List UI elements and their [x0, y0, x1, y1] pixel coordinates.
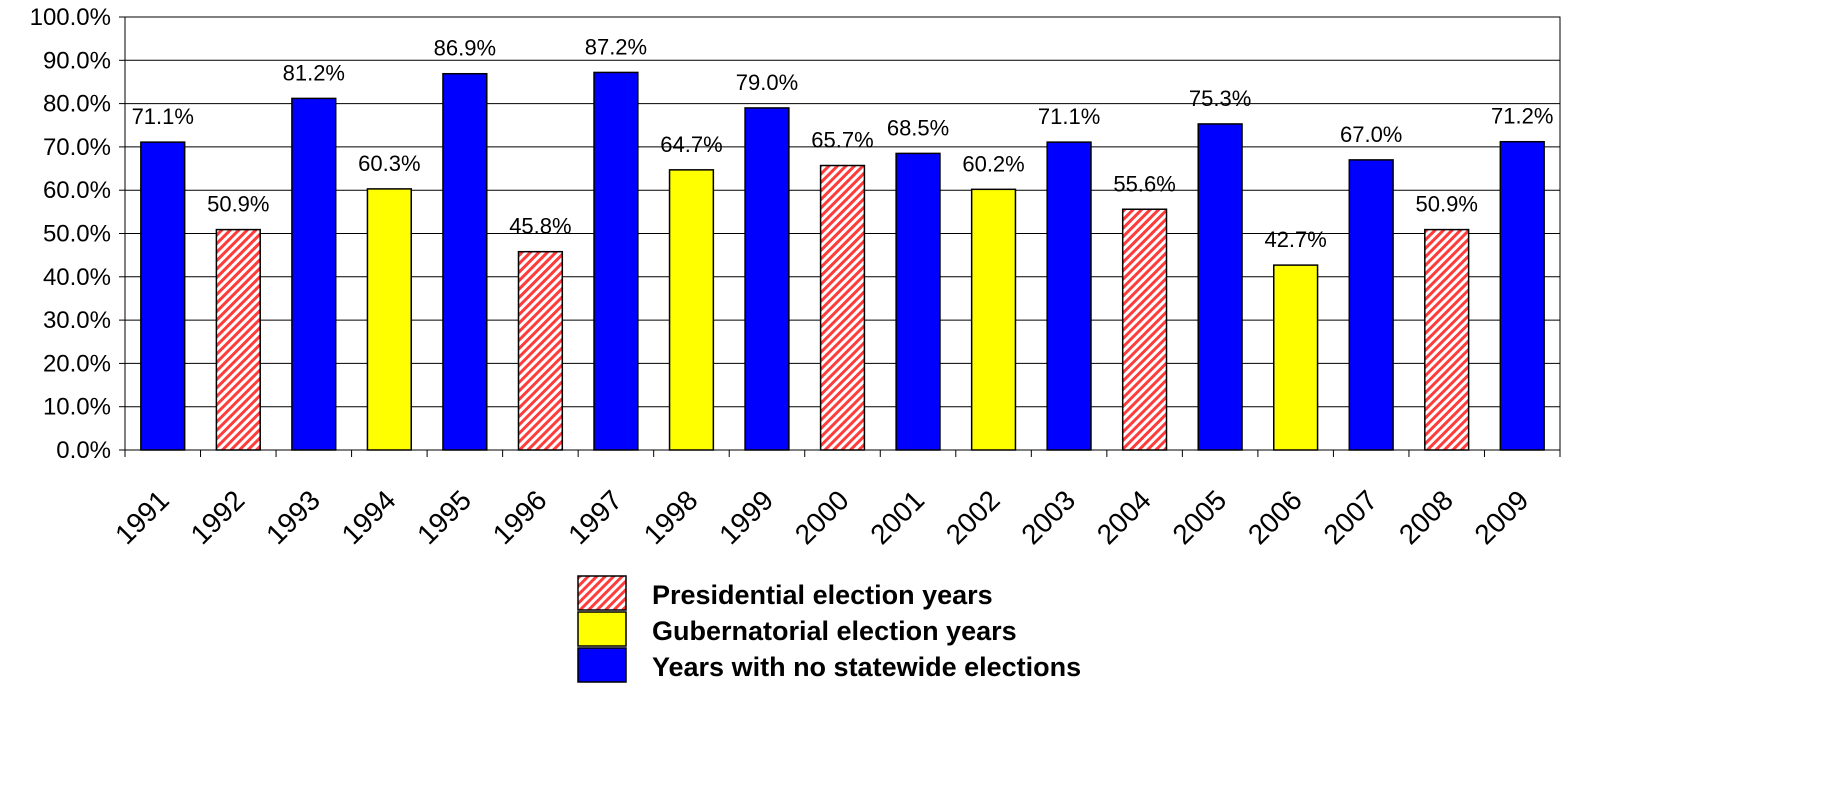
data-label-2006: 42.7% — [1264, 227, 1326, 252]
y-tick-label: 60.0% — [43, 177, 111, 204]
x-tick-label-1993: 1993 — [260, 484, 326, 550]
bar-2002 — [970, 188, 1017, 451]
legend-label-gubernatorial: Gubernatorial election years — [652, 616, 1017, 646]
x-tick-label-2004: 2004 — [1091, 484, 1157, 550]
data-labels: 71.1% 50.9% 81.2% 60.3% 86.9% 45.8% 87.2% 64.7%… — [132, 34, 1554, 252]
y-tick-label: 50.0% — [43, 221, 111, 248]
legend-label-none: Years with no statewide elections — [652, 652, 1081, 682]
bar-2000 — [819, 164, 866, 451]
bar-2006 — [1273, 264, 1319, 451]
data-label-2005: 75.3% — [1189, 86, 1251, 111]
bar-2005 — [1197, 123, 1243, 451]
data-label-2000: 65.7% — [811, 128, 873, 153]
bar-2003 — [1046, 141, 1092, 451]
data-label-2009: 71.2% — [1491, 104, 1553, 129]
legend-label-presidential: Presidential election years — [652, 580, 993, 610]
data-label-2008: 50.9% — [1416, 192, 1478, 217]
data-label-2007: 67.0% — [1340, 122, 1402, 147]
y-tick-label: 40.0% — [43, 264, 111, 291]
x-tick-label-1995: 1995 — [411, 484, 477, 550]
data-label-2003: 71.1% — [1038, 104, 1100, 129]
y-tick-label: 0.0% — [56, 437, 111, 464]
x-tick-label-1994: 1994 — [336, 484, 402, 550]
x-tick-label-2005: 2005 — [1166, 484, 1232, 550]
y-tick-label: 90.0% — [43, 47, 111, 74]
data-label-1995: 86.9% — [434, 36, 496, 61]
x-tick-label-2006: 2006 — [1242, 484, 1308, 550]
x-tick-label-1999: 1999 — [713, 484, 779, 550]
x-tick-label-2003: 2003 — [1015, 484, 1081, 550]
x-tick-label-1992: 1992 — [185, 484, 251, 550]
x-tick-label-1998: 1998 — [638, 484, 704, 550]
bar-2008 — [1424, 228, 1470, 451]
y-tick-label: 70.0% — [43, 134, 111, 161]
data-label-2004: 55.6% — [1113, 171, 1175, 196]
bar-1996 — [517, 250, 564, 451]
data-label-2002: 60.2% — [962, 151, 1024, 176]
data-label-2001: 68.5% — [887, 115, 949, 140]
data-label-1997: 87.2% — [585, 34, 647, 59]
x-tick-label-1991: 1991 — [109, 484, 175, 550]
data-label-1993: 81.2% — [283, 60, 345, 85]
bar-2009 — [1499, 140, 1545, 451]
bar-1993 — [291, 97, 337, 451]
x-tick-label-2008: 2008 — [1393, 484, 1459, 550]
x-tick-label-2000: 2000 — [789, 484, 855, 550]
bar-1991 — [140, 141, 186, 451]
bar-1999 — [744, 107, 790, 451]
bar-1997 — [593, 71, 639, 451]
legend: Presidential election years Gubernatorial… — [577, 575, 1081, 683]
bar-1992 — [215, 228, 261, 451]
bar-1995 — [442, 72, 488, 451]
bar-1998 — [668, 169, 715, 451]
y-tick-label: 30.0% — [43, 307, 111, 334]
bar-2007 — [1348, 159, 1394, 451]
x-tick-label-2001: 2001 — [864, 484, 930, 550]
bars — [140, 71, 1545, 451]
data-label-1991: 71.1% — [132, 104, 194, 129]
y-tick-label: 20.0% — [43, 350, 111, 377]
legend-swatch-presidential — [577, 575, 627, 611]
x-tick-label-2002: 2002 — [940, 484, 1006, 550]
y-tick-label: 80.0% — [43, 91, 111, 118]
legend-swatch-none — [577, 647, 627, 683]
y-tick-label: 100.0% — [30, 4, 111, 31]
x-tick-label-2007: 2007 — [1317, 484, 1383, 550]
x-tick-label-1997: 1997 — [562, 484, 628, 550]
data-label-1999: 79.0% — [736, 70, 798, 95]
bar-1994 — [366, 188, 412, 451]
data-label-1992: 50.9% — [207, 192, 269, 217]
y-tick-label: 10.0% — [43, 394, 111, 421]
x-tick-label-2009: 2009 — [1469, 484, 1535, 550]
bar-2004 — [1121, 208, 1168, 451]
legend-swatch-gubernatorial — [577, 611, 627, 647]
data-label-1994: 60.3% — [358, 151, 420, 176]
data-label-1996: 45.8% — [509, 214, 571, 239]
data-label-1998: 64.7% — [660, 132, 722, 157]
x-tick-label-1996: 1996 — [487, 484, 553, 550]
bar-2001 — [895, 152, 941, 451]
